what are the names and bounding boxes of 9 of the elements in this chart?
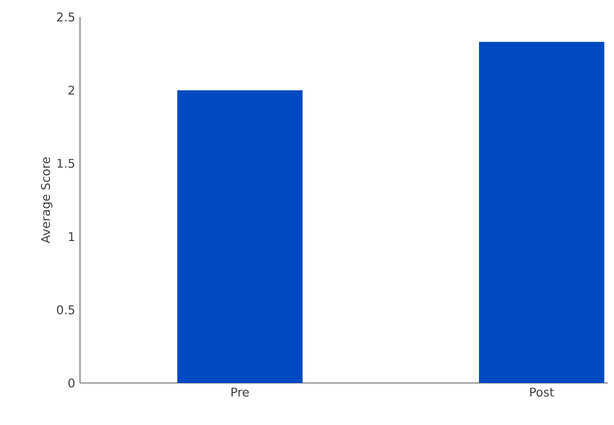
- y-axis-title: Average Score: [40, 157, 52, 244]
- y-tick-label: 0: [68, 378, 74, 388]
- y-tick-label: 2: [68, 86, 74, 95]
- y-tick-label: 1: [68, 232, 74, 241]
- y-tick-label: 2.5: [57, 12, 74, 22]
- x-tick-label: Pre: [232, 388, 249, 397]
- x-tick-label: Post: [530, 388, 554, 397]
- y-tick-label: 0.5: [57, 305, 74, 314]
- y-tick-label: 1.5: [58, 158, 74, 168]
